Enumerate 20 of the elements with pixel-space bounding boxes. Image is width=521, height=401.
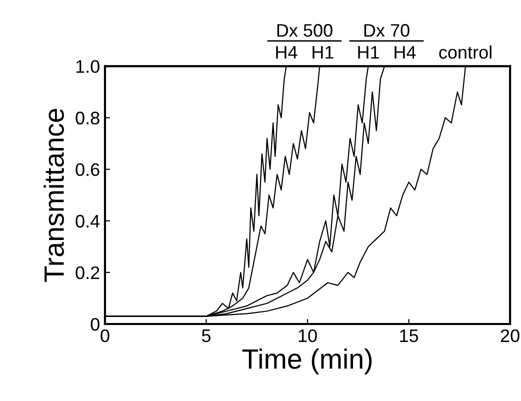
x-tick-label: 10 [298, 329, 317, 342]
y-tick-label: 0.2 [76, 266, 100, 280]
legend-label: H4 [276, 46, 298, 59]
y-tick-label: 0.4 [76, 214, 100, 228]
y-tick-label: 1.0 [76, 60, 100, 73]
series-label: H4 [394, 46, 416, 59]
x-tick-label: 20 [500, 329, 520, 342]
y-tick-label: 0.6 [76, 163, 100, 176]
x-tick-label: 15 [400, 330, 418, 342]
x-tick-label: 5 [202, 330, 211, 342]
x-tick-label: 0 [100, 329, 110, 342]
x-axis-title: Time (min) [242, 348, 372, 374]
y-axis-title: Transmittance [44, 108, 64, 282]
text: Dx 500 [277, 24, 332, 37]
legend-label: H1 [358, 46, 379, 59]
series-label: control [439, 45, 492, 59]
y-tick-label: 0 [90, 318, 100, 331]
text: Dx 70 [364, 24, 410, 37]
y-tick-label: 0.8 [76, 112, 100, 124]
series-label: H1 [312, 46, 334, 59]
